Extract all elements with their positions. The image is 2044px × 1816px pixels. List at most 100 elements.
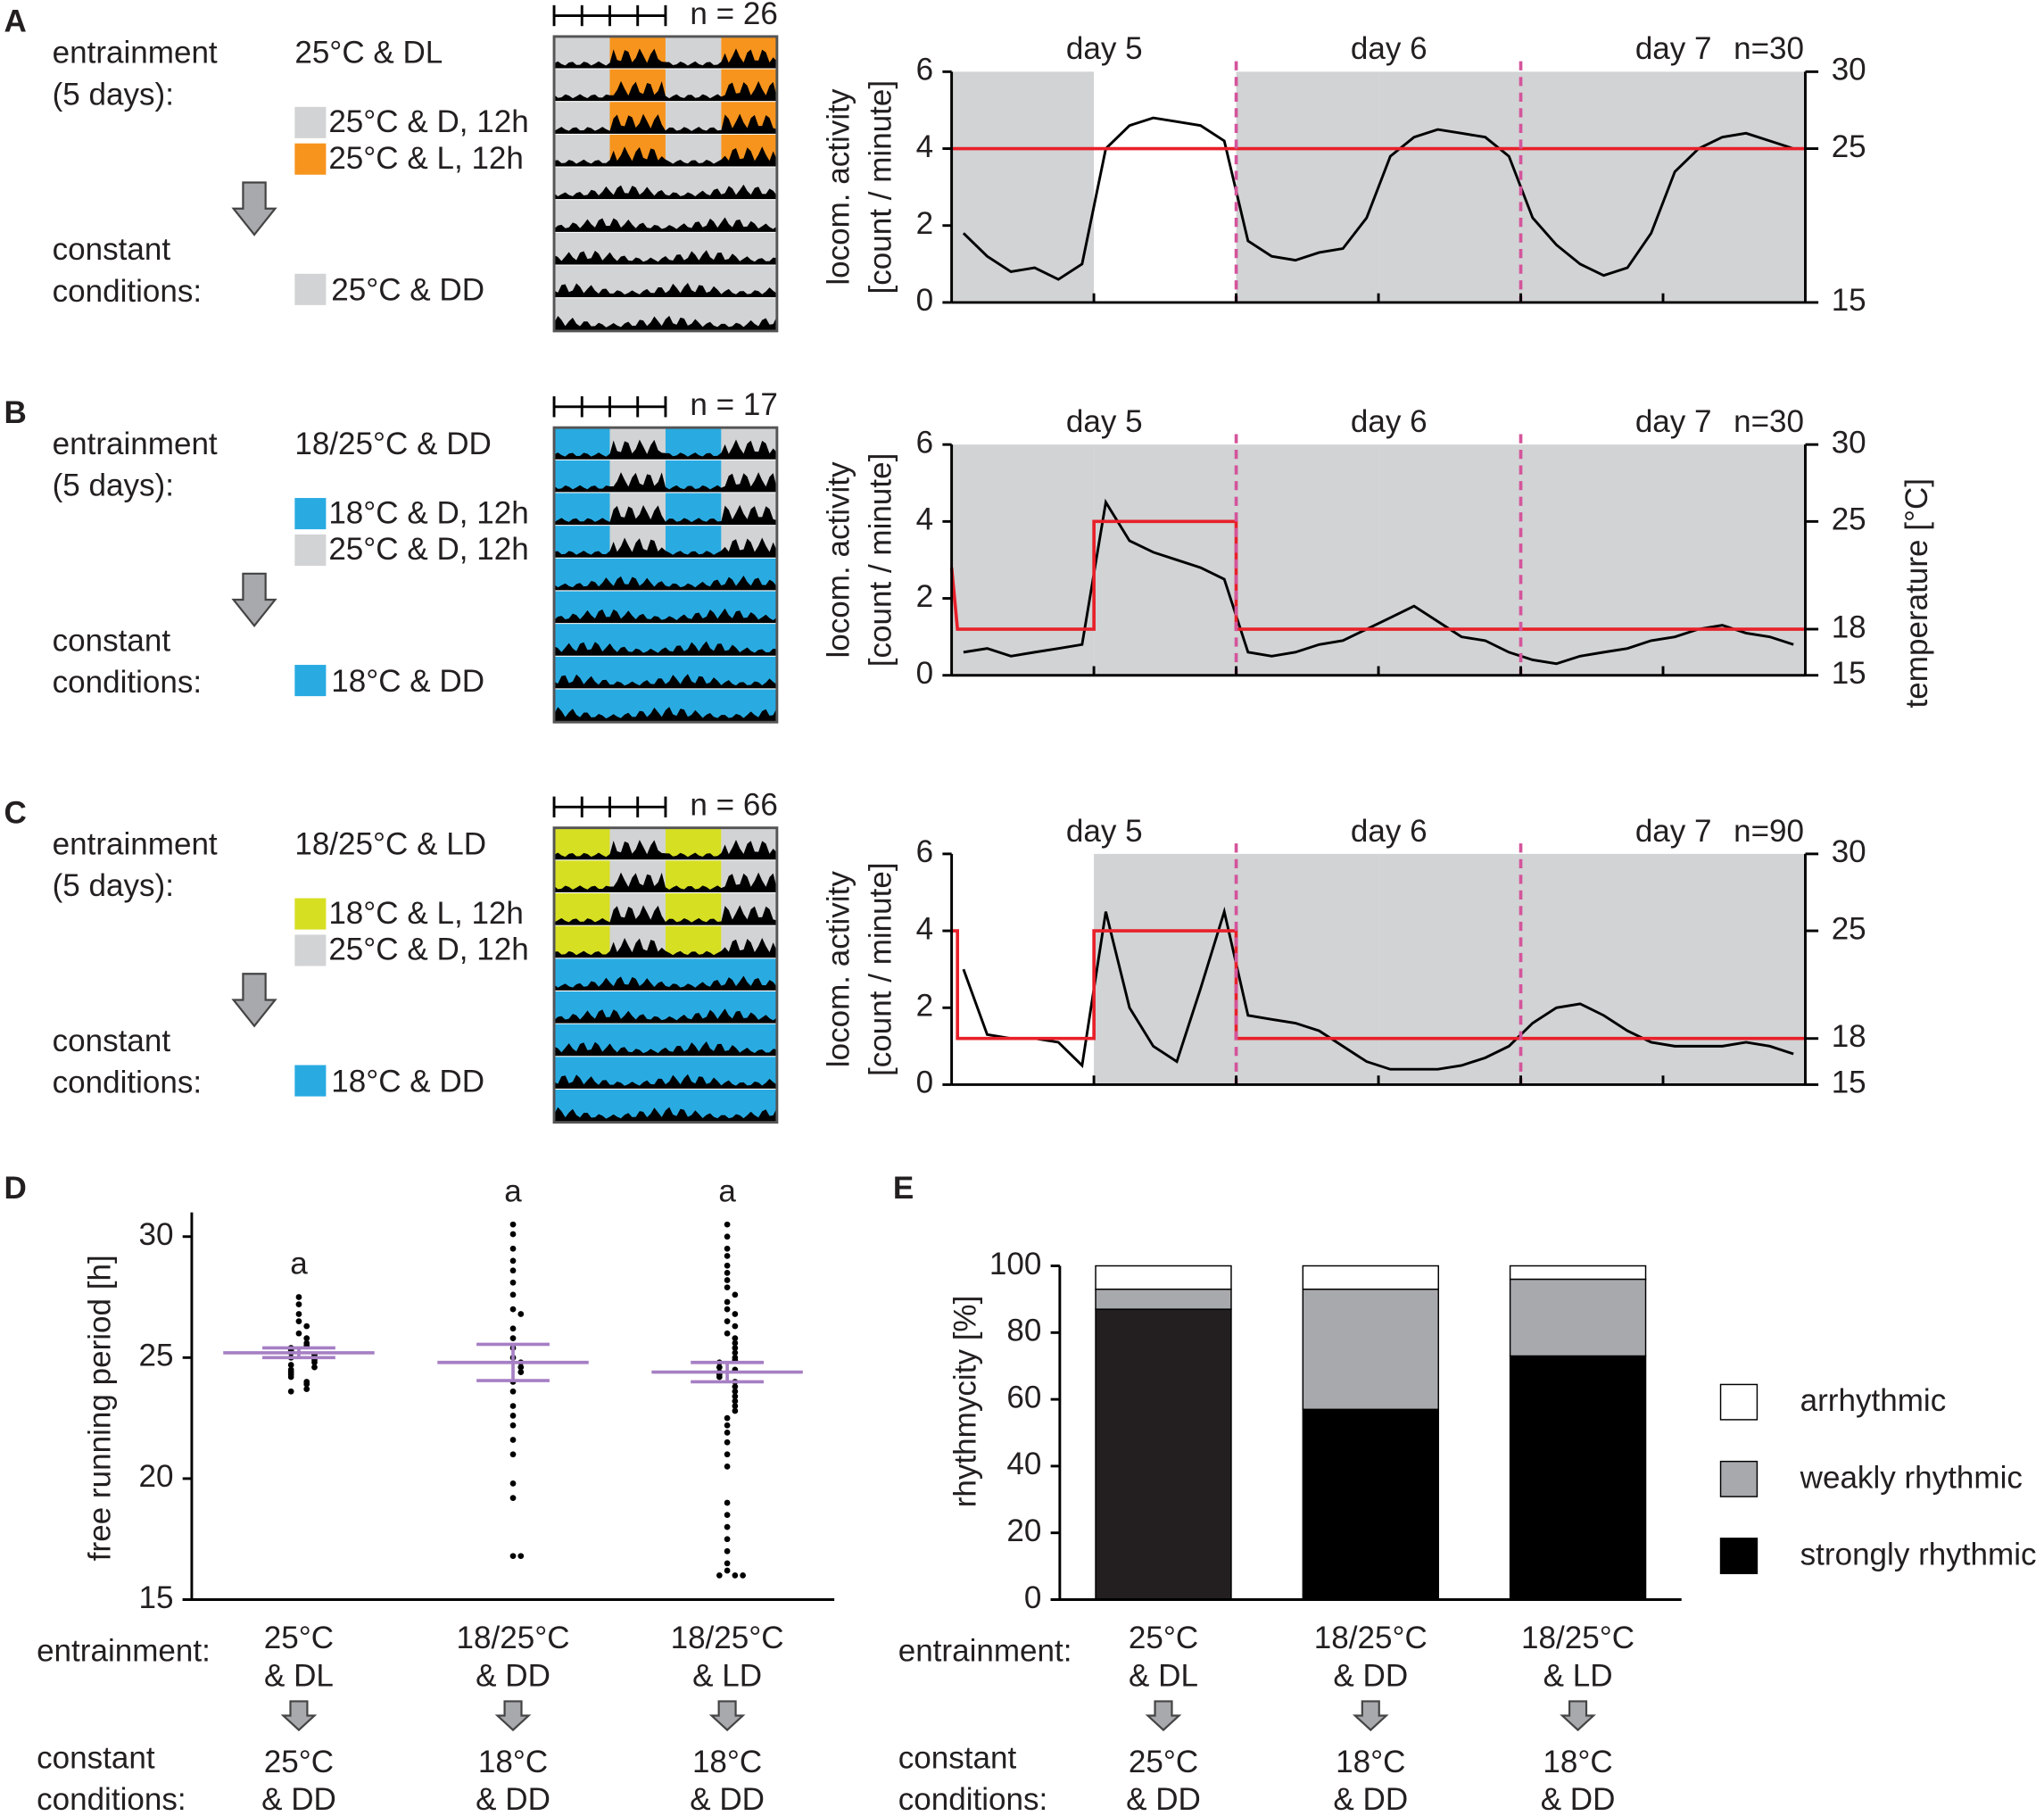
legend-label: 25°C & D, 12h [328,104,528,139]
y-axis-label: locom. activity [822,461,856,659]
y-tick-label: 0 [916,283,933,318]
actogram-activity [554,48,777,70]
category-label: 18/25°C [457,1621,570,1655]
legend-swatch [294,934,327,966]
category-label: 25°C [264,1745,334,1779]
n-label: n=90 [1734,814,1804,849]
data-point [724,1523,731,1530]
actogram-activity [554,905,777,926]
significance-letter: a [290,1247,308,1281]
y-tick-label: 2 [916,206,933,241]
category-label: & LD [692,1658,762,1693]
legend-label: arrhythmic [1800,1383,1947,1418]
entrainment-label: (5 days): [53,77,174,112]
light-phase [1094,71,1237,303]
bar-segment [1095,1288,1232,1310]
data-point [303,1381,310,1388]
data-point [732,1345,739,1351]
y2-tick-label: 18 [1832,609,1866,644]
y-tick-label: 15 [138,1580,173,1615]
category-label: & DD [1333,1658,1408,1693]
y2-axis-label: temperature [°C] [1899,478,1934,709]
y-tick-label: 40 [1006,1447,1041,1481]
light-phase [1094,444,1237,676]
actogram-activity [554,707,777,723]
actogram-activity [554,1107,777,1123]
panel-letter: D [4,1171,27,1206]
y2-tick-label: 30 [1832,53,1866,87]
actogram-activity [554,575,777,592]
day-label: day 6 [1351,814,1427,849]
data-point [732,1311,739,1317]
data-point [724,1547,731,1555]
data-point [732,1403,739,1409]
legend-label: 18°C & DD [331,664,484,699]
panel-letter: E [893,1171,914,1206]
row-label: constant [37,1740,155,1775]
y-tick-label: 80 [1006,1314,1041,1348]
significance-letter: a [718,1173,736,1208]
actogram-activity [554,1041,777,1057]
actogram-frame [552,35,779,333]
actogram-frame [552,426,779,724]
data-point [732,1388,739,1395]
data-point [509,1388,517,1395]
category-label: 25°C [1129,1745,1198,1779]
actogram-activity [554,250,777,266]
data-point [303,1323,310,1330]
data-point [509,1325,517,1332]
data-point [509,1245,517,1252]
legend-swatch [294,665,327,697]
category-label: & DD [690,1782,765,1816]
y-tick-label: 4 [916,129,933,164]
category-label: 25°C [1129,1621,1198,1655]
panel-letter: A [4,4,27,39]
y-tick-label: 0 [916,656,933,691]
category-label: & DD [261,1782,336,1816]
day-label: day 6 [1351,404,1427,439]
data-point [517,1553,525,1560]
data-point [724,1422,731,1429]
legend-label: 18°C & DD [331,1064,484,1099]
actogram-activity [554,217,777,233]
legend-swatch [294,534,327,567]
light-phase [951,444,1095,676]
actogram-activity [554,146,777,168]
category-label: 18°C [478,1745,548,1779]
y-axis-label: [count / minute] [863,453,898,668]
arrow [1145,1700,1182,1732]
light-phase [1378,71,1521,303]
data-point [517,1364,525,1371]
condition-title: 25°C & DL [294,36,443,70]
light-phase [1520,71,1664,303]
light-phase [1236,853,1379,1085]
data-point [724,1233,731,1240]
activity-line [963,498,1794,666]
legend-swatch [294,106,327,138]
significance-letter: a [504,1173,522,1208]
data-point [295,1294,302,1300]
legend-swatch [1719,1538,1759,1575]
day-label: day 7 [1635,404,1712,439]
y-tick-label: 4 [916,502,933,537]
data-point [509,1413,517,1419]
data-point [724,1277,731,1283]
data-point [724,1439,731,1446]
legend-label: 25°C & D, 12h [328,933,528,967]
constant-label: conditions: [53,274,203,309]
day-label: day 7 [1635,31,1712,66]
category-label: & LD [1543,1658,1613,1693]
actogram-frame [552,826,779,1124]
data-point [716,1572,723,1579]
actogram-activity [554,839,777,861]
day-label: day 5 [1066,404,1143,439]
data-point [509,1291,517,1298]
actogram-activity [554,80,777,103]
panel-letter: B [4,395,27,430]
data-point [732,1323,739,1330]
actogram-activity [554,439,777,460]
bar-segment [1509,1278,1647,1357]
actogram-activity [554,608,777,625]
